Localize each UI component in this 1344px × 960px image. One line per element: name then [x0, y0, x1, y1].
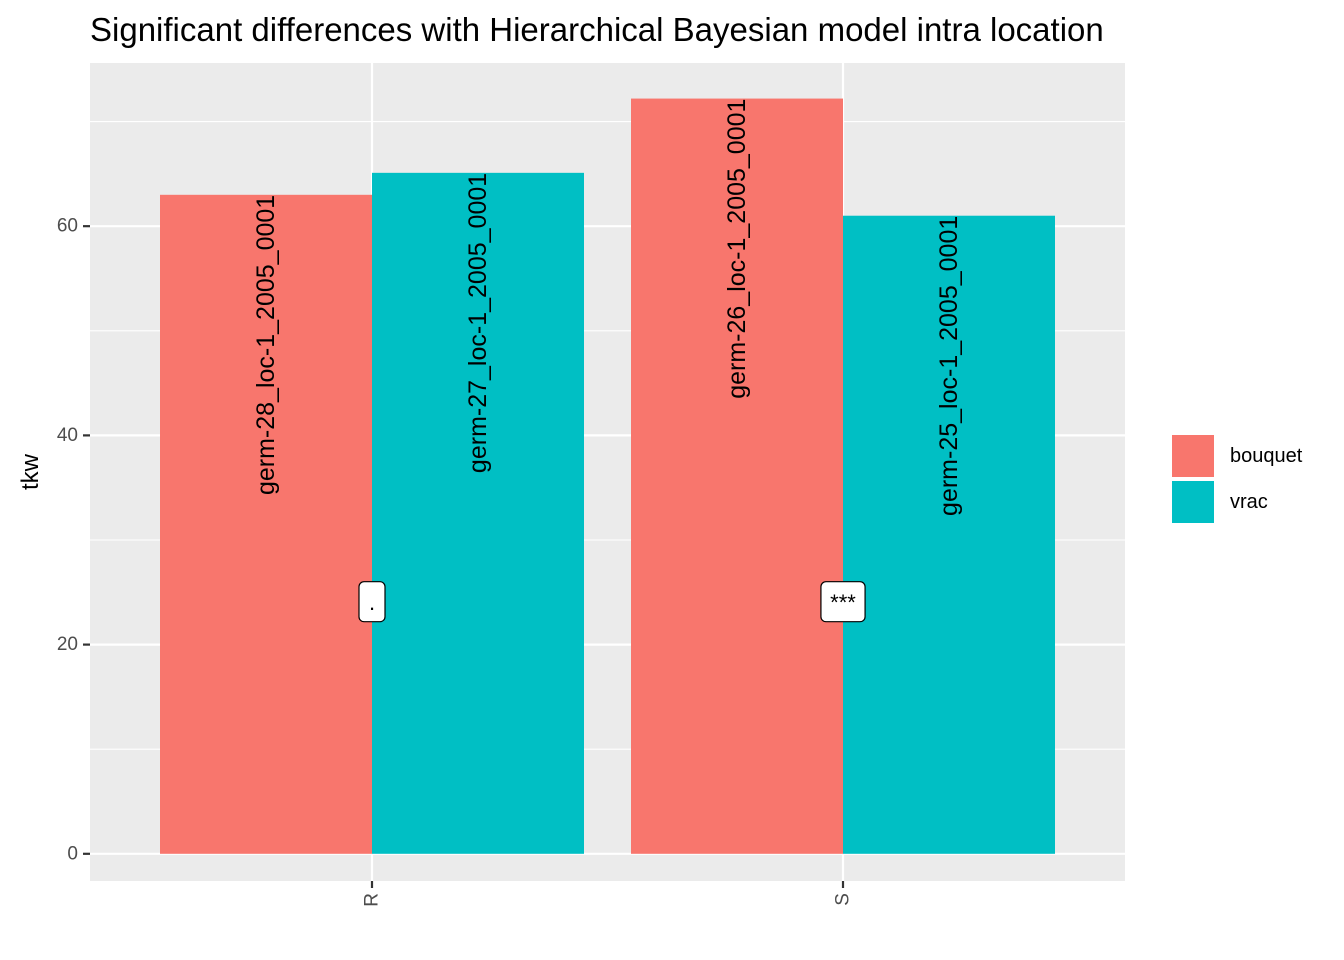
y-tick-label-3: 60: [57, 216, 78, 237]
y-tick-label-2: 40: [57, 425, 78, 446]
bar-vrac-R: [372, 172, 584, 854]
y-tick-label-1: 20: [57, 634, 78, 655]
bar-label-bouquet-R: germ-28_loc-1_2005_0001: [252, 195, 280, 495]
legend-item-bouquet: bouquet: [1172, 435, 1303, 477]
bar-label-vrac-S: germ-25_loc-1_2005_0001: [935, 216, 963, 516]
legend-label-bouquet: bouquet: [1230, 445, 1303, 467]
axes: 0 20 40 60 R S: [57, 216, 854, 907]
significance-marker-R: .: [358, 581, 386, 623]
significance-labels: . ***: [358, 581, 866, 623]
x-tick-label-S: S: [833, 893, 854, 906]
legend-key-bouquet: [1172, 435, 1214, 477]
bar-bouquet-R: [160, 194, 372, 854]
legend-item-vrac: vrac: [1172, 481, 1268, 523]
significance-label-S: ***: [830, 590, 856, 615]
significance-marker-S: ***: [820, 581, 866, 623]
legend-label-vrac: vrac: [1230, 491, 1268, 513]
bar-label-vrac-R: germ-27_loc-1_2005_0001: [464, 173, 492, 473]
legend-key-vrac: [1172, 481, 1214, 523]
significance-box-S: [820, 581, 866, 623]
bar-label-bouquet-S: germ-26_loc-1_2005_0001: [723, 99, 751, 399]
bars: [160, 98, 1055, 854]
bar-vrac-S: [843, 215, 1055, 854]
chart-title: Significant differences with Hierarchica…: [90, 11, 1104, 48]
x-tick-label-R: R: [362, 893, 383, 907]
bar-bouquet-S: [631, 98, 843, 854]
bar-labels: germ-28_loc-1_2005_0001 germ-26_loc-1_200…: [252, 99, 963, 516]
legend: bouquet vrac: [1172, 435, 1303, 523]
significance-label-R: .: [369, 590, 375, 615]
y-axis-title: tkw: [17, 453, 44, 490]
y-tick-label-0: 0: [67, 843, 78, 864]
significance-box-R: [358, 581, 386, 623]
